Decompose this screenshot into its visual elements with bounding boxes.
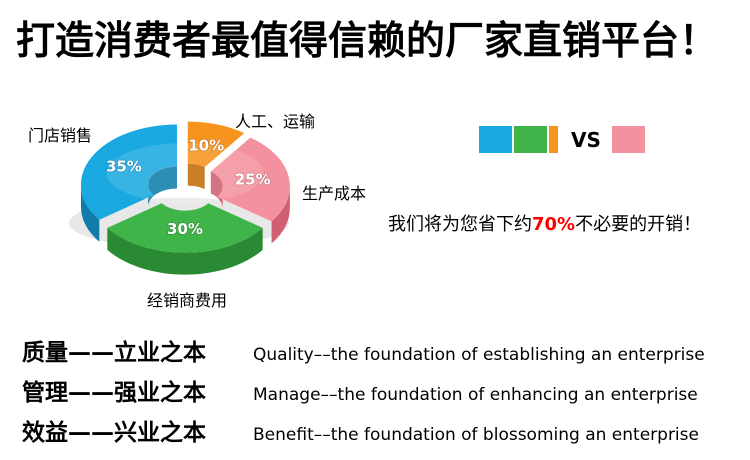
slogan-row-benefit: 效益——兴业之本 Benefit––the foundation of blos… [22, 413, 748, 447]
legend-swatch [514, 126, 547, 153]
pie-chart: 10% 25% 30% 35% [69, 121, 290, 275]
legend: VS [479, 126, 645, 153]
pie-label-labor-transport: 人工、运输 [235, 112, 316, 131]
pie-label-distributor-fee: 经销商费用 [147, 291, 228, 310]
savings-prefix: 我们将为您省下约 [388, 214, 532, 235]
slogan-en-quality: Quality––the foundation of establishing … [253, 345, 705, 365]
pie-percent-label: 35% [106, 158, 142, 176]
page-title: 打造消费者最值得信赖的厂家直销平台！ [16, 19, 719, 64]
pie-chart-area: 10% 25% 30% 35% 门店销售 人工、运输 生产成本 经销商费用 [20, 95, 440, 315]
slogan-cn-manage: 管理——强业之本 [22, 380, 206, 406]
pie-percent-label: 25% [235, 170, 271, 188]
legend-swatch [479, 126, 512, 153]
legend-swatch [549, 126, 558, 153]
slogan-en-manage: Manage––the foundation of enhancing an e… [253, 385, 698, 405]
pie-label-store-sales: 门店销售 [28, 126, 93, 145]
savings-highlight: 70% [532, 214, 576, 235]
vs-label: VS [571, 127, 601, 152]
slogan-cn-benefit: 效益——兴业之本 [22, 420, 206, 446]
slogan-row-quality: 质量——立业之本 Quality––the foundation of esta… [22, 333, 748, 367]
savings-line: 我们将为您省下约70%不必要的开销！ [388, 210, 701, 236]
slogan-row-manage: 管理——强业之本 Manage––the foundation of enhan… [22, 373, 748, 407]
slogan-en-benefit: Benefit––the foundation of blossoming an… [253, 425, 699, 445]
pie-percent-label: 30% [167, 220, 203, 238]
pie-label-production-cost: 生产成本 [302, 184, 367, 203]
pie-percent-label: 10% [188, 136, 224, 154]
savings-suffix: 不必要的开销！ [575, 214, 702, 235]
legend-right-swatch [611, 126, 645, 153]
legend-left-swatches [479, 126, 558, 153]
slogan-cn-quality: 质量——立业之本 [22, 340, 206, 366]
